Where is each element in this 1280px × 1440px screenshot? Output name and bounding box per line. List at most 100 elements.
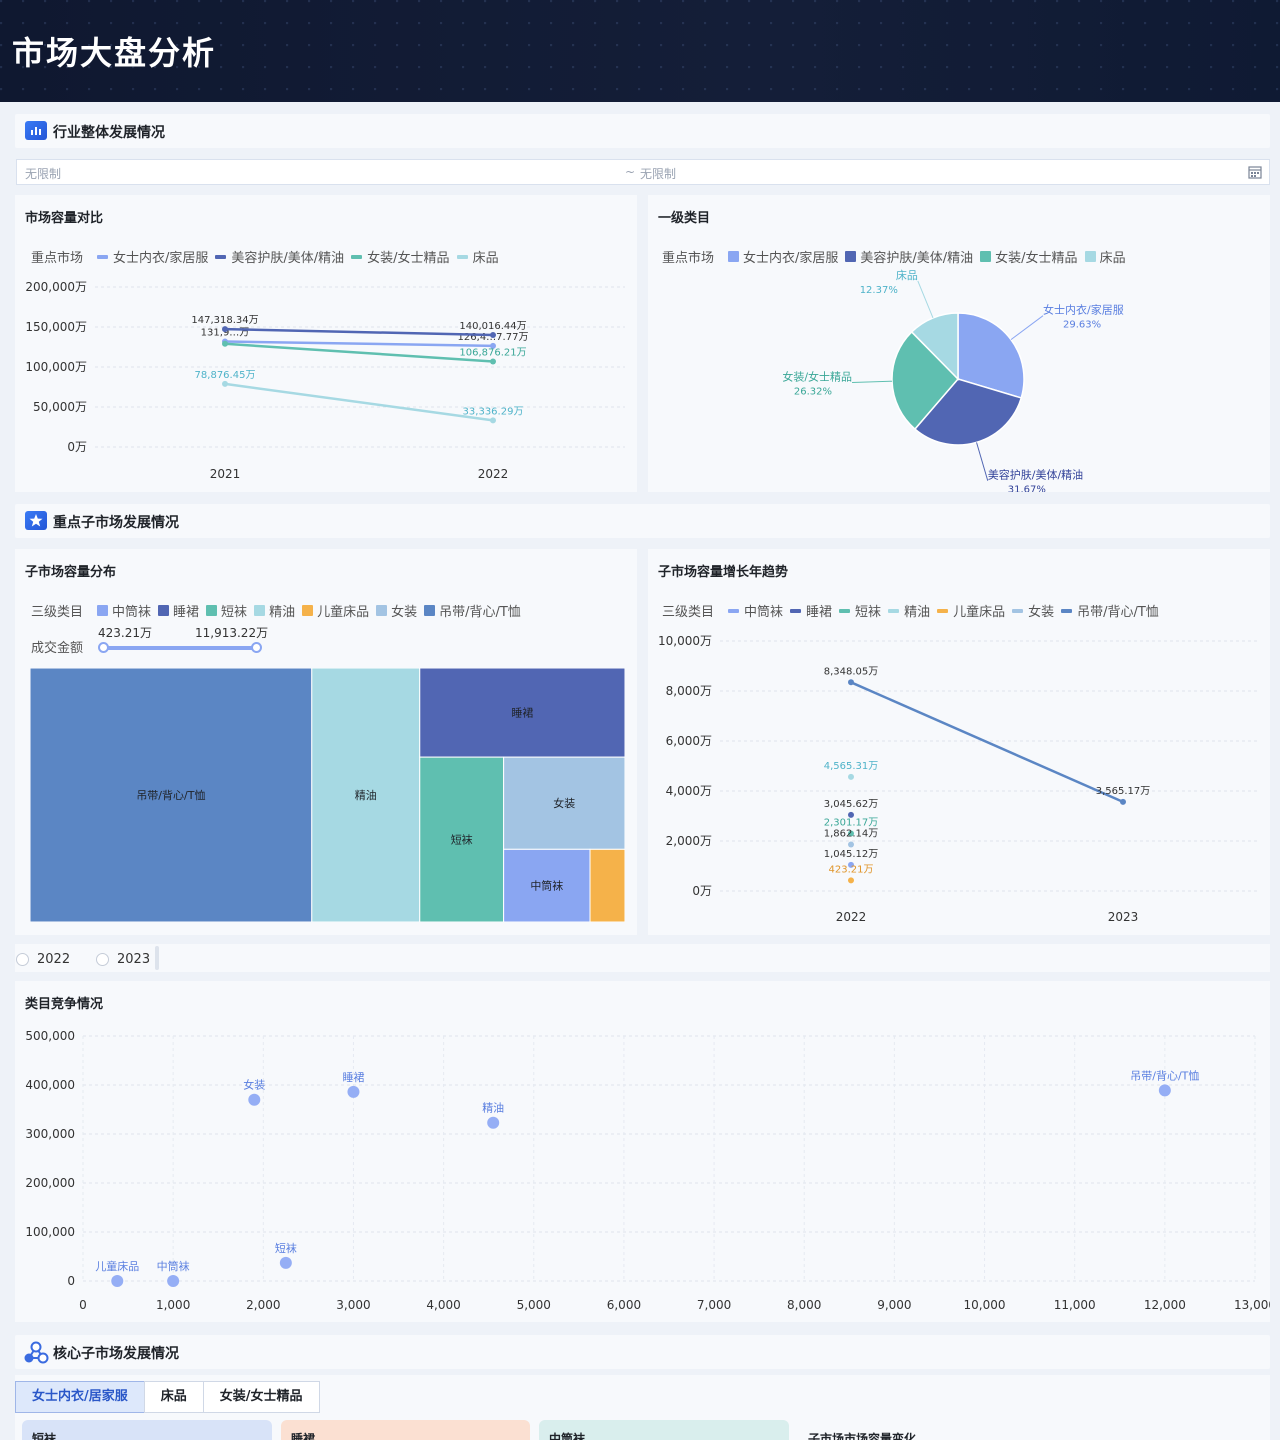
legend-item[interactable]: 床品 xyxy=(1084,247,1126,266)
x-tick-label: 2022 xyxy=(836,910,867,924)
slider-label: 成交金额 xyxy=(31,641,84,656)
legend-item[interactable]: 短袜 xyxy=(206,601,247,620)
calendar-icon[interactable] xyxy=(1248,165,1262,179)
range-slider-min-handle[interactable] xyxy=(98,642,109,653)
card-title: 一级类目 xyxy=(658,211,711,226)
section-header-submarket: 重点子市场发展情况 xyxy=(15,504,1270,538)
data-point xyxy=(222,340,228,347)
legend: 三级类目 中筒袜 睡裙 短袜 精油 儿童床品 女装 吊带/背心/T恤 xyxy=(662,601,1166,620)
series-line xyxy=(224,327,494,337)
pie-leader-line xyxy=(1010,315,1044,340)
pie-leader-line xyxy=(852,380,893,384)
data-point xyxy=(490,358,496,365)
range-slider-max-handle[interactable] xyxy=(251,642,262,653)
legend-label: 三级类目 xyxy=(662,605,715,620)
legend: 重点市场 女士内衣/家居服 美容护肤/美体/精油 女装/女士精品 床品 xyxy=(662,247,1133,266)
y-tick-label: 0万 xyxy=(692,884,712,898)
radio-circle-icon[interactable] xyxy=(16,953,29,966)
tab-bedding[interactable]: 床品 xyxy=(143,1381,204,1413)
legend-item[interactable]: 中筒袜 xyxy=(728,601,783,620)
star-badge-icon xyxy=(25,511,47,530)
legend-item[interactable]: 女装 xyxy=(376,601,417,620)
range-slider-track[interactable] xyxy=(103,646,259,650)
x-tick-label: 13,000 xyxy=(1234,1298,1270,1312)
data-label: 1,045.12万 xyxy=(824,849,879,860)
radio-circle-icon[interactable] xyxy=(96,953,109,966)
x-tick-label: 2,000 xyxy=(246,1298,280,1312)
legend-item[interactable]: 吊带/背心/T恤 xyxy=(424,601,521,620)
pie-label-value: 31.67% xyxy=(1008,485,1046,492)
legend-label: 三级类目 xyxy=(31,605,84,620)
section-title: 核心子市场发展情况 xyxy=(53,1346,179,1362)
legend-item[interactable]: 睡裙 xyxy=(158,601,199,620)
legend-item[interactable]: 精油 xyxy=(888,601,930,620)
scatter-point xyxy=(111,1275,124,1287)
radio-year-2022[interactable]: 2022 xyxy=(16,952,70,967)
scatter-point xyxy=(248,1093,261,1106)
treemap-label: 短袜 xyxy=(451,833,473,847)
data-label: 3,565.17万 xyxy=(1096,786,1151,797)
pie-label-value: 12.37% xyxy=(860,285,898,296)
legend-item[interactable]: 女装 xyxy=(1012,601,1054,620)
legend-item[interactable]: 儿童床品 xyxy=(937,601,1005,620)
legend-item[interactable]: 女装/女士精品 xyxy=(980,247,1078,266)
radio-scrollbar[interactable] xyxy=(155,946,159,970)
y-tick-label: 200,000 xyxy=(25,1176,75,1190)
data-point xyxy=(848,811,854,818)
y-tick-label: 6,000万 xyxy=(666,734,712,748)
treemap-cell xyxy=(503,756,625,850)
legend-item[interactable]: 精油 xyxy=(254,601,295,620)
pie-slice xyxy=(910,312,959,381)
mini-card-mid-socks: 中筒袜 xyxy=(539,1420,789,1440)
data-label: 3,045.62万 xyxy=(824,799,879,810)
scatter-point xyxy=(487,1116,500,1129)
y-tick-label: 0 xyxy=(67,1274,75,1288)
card-title: 子市场容量分布 xyxy=(25,565,117,580)
date-start[interactable]: 无限制 xyxy=(25,167,62,181)
legend-item[interactable]: 女士内衣/家居服 xyxy=(97,247,208,266)
legend-item[interactable]: 美容护肤/美体/精油 xyxy=(845,247,973,266)
scatter-point xyxy=(347,1085,360,1098)
data-point xyxy=(222,326,228,333)
legend-item[interactable]: 床品 xyxy=(456,247,499,266)
page-title: 市场大盘分析 xyxy=(12,34,217,72)
slider-max-value: 11,913.22万 xyxy=(195,626,269,640)
y-tick-label: 400,000 xyxy=(25,1078,75,1092)
sub-trend-card: 子市场容量增长年趋势 三级类目 中筒袜 睡裙 短袜 精油 儿童床品 女装 吊带/… xyxy=(648,549,1270,935)
legend-item[interactable]: 儿童床品 xyxy=(302,601,369,620)
y-tick-label: 10,000万 xyxy=(658,634,712,648)
data-point xyxy=(848,679,854,686)
data-point xyxy=(848,861,854,868)
x-tick-label: 2023 xyxy=(1108,910,1139,924)
mini-card-capacity-change: 子市场市场容量变化 xyxy=(808,1432,917,1440)
y-tick-label: 4,000万 xyxy=(666,784,712,798)
legend-item[interactable]: 中筒袜 xyxy=(97,601,151,620)
mini-card-nightdress: 睡裙 xyxy=(281,1420,530,1440)
legend-item[interactable]: 短袜 xyxy=(839,601,881,620)
scatter-point xyxy=(167,1275,180,1287)
legend-item[interactable]: 睡裙 xyxy=(790,601,832,620)
y-tick-label: 200,000万 xyxy=(25,280,87,294)
tab-womenswear[interactable]: 女装/女士精品 xyxy=(202,1381,320,1413)
treemap-label: 吊带/背心/T恤 xyxy=(136,788,205,802)
section-title: 行业整体发展情况 xyxy=(53,125,165,141)
x-tick-label: 0 xyxy=(79,1298,87,1312)
treemap-label: 精油 xyxy=(355,788,377,802)
pie-label-value: 29.63% xyxy=(1063,320,1101,331)
card-title: 市场容量对比 xyxy=(25,211,104,226)
legend-item[interactable]: 女装/女士精品 xyxy=(351,247,450,266)
legend-item[interactable]: 吊带/背心/T恤 xyxy=(1061,601,1159,620)
x-tick-label: 2021 xyxy=(210,467,241,481)
date-end[interactable]: 无限制 xyxy=(640,167,677,181)
competition-scatter-chart: 0 100,000 200,000 300,000 400,000 500,000 0 1,0… xyxy=(25,1029,1270,1312)
x-tick-label: 11,000 xyxy=(1054,1298,1096,1312)
radio-year-2023[interactable]: 2023 xyxy=(96,952,150,967)
date-range-filter[interactable]: 无限制 ~ 无限制 xyxy=(16,159,1270,185)
scatter-label: 儿童床品 xyxy=(95,1259,139,1273)
legend-item[interactable]: 美容护肤/美体/精油 xyxy=(215,247,344,266)
tab-lingerie[interactable]: 女士内衣/居家服 xyxy=(15,1381,145,1413)
legend-item[interactable]: 女士内衣/家居服 xyxy=(728,247,838,266)
data-point xyxy=(848,877,854,884)
data-label: 147,318.34万 xyxy=(191,315,258,326)
legend-label: 重点市场 xyxy=(662,251,715,266)
